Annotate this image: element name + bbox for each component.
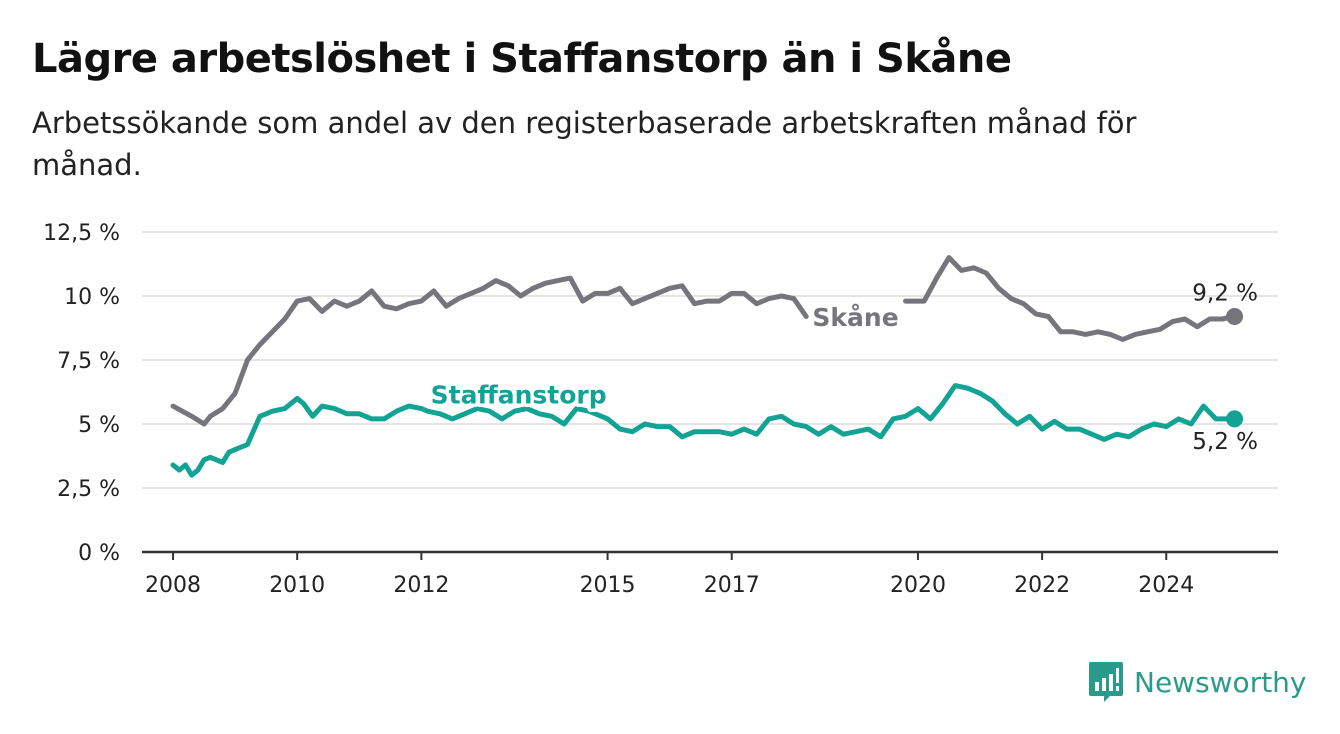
series-line-0: [170, 255, 1237, 427]
y-tick-label: 12,5 %: [43, 221, 120, 246]
series-labels: 9,2 % 5,2 % Skåne Staffanstorp: [427, 280, 1258, 455]
brand-name: Newsworthy: [1134, 665, 1307, 699]
series-name-label: Staffanstorp: [431, 381, 607, 410]
x-axis-ticks: 2008 2010 2012 2015 2017 2020 2022 2024: [145, 552, 1194, 598]
series-end-value: 9,2 %: [1192, 280, 1258, 306]
y-tick-label: 0 %: [78, 541, 120, 566]
series-end-value: 5,2 %: [1192, 429, 1258, 455]
series-name-label: Skåne: [812, 303, 898, 332]
chart-subtitle: Arbetssökande som andel av den registerb…: [32, 106, 1137, 182]
x-tick-label: 2022: [1014, 573, 1070, 598]
x-tick-label: 2010: [269, 573, 325, 598]
series-end-marker: [1226, 410, 1244, 428]
y-tick-label: 2,5 %: [57, 477, 120, 502]
bar-chart-icon: [1089, 662, 1123, 702]
x-tick-label: 2020: [890, 573, 946, 598]
x-tick-label: 2012: [393, 573, 449, 598]
x-tick-label: 2024: [1138, 573, 1194, 598]
y-tick-label: 7,5 %: [57, 349, 120, 374]
chart-title: Lägre arbetslöshet i Staffanstorp än i S…: [32, 36, 1012, 82]
x-tick-label: 2008: [145, 573, 201, 598]
x-tick-label: 2015: [580, 573, 636, 598]
y-axis-ticks: 0 % 2,5 % 5 % 7,5 % 10 % 12,5 %: [43, 221, 120, 566]
y-tick-label: 5 %: [78, 413, 120, 438]
y-tick-label: 10 %: [64, 285, 120, 310]
series-end-marker: [1226, 307, 1244, 325]
x-tick-label: 2017: [704, 573, 760, 598]
series-line-1: [170, 383, 1237, 478]
grid-lines: [142, 231, 1278, 554]
newsworthy-logo: Newsworthy: [1088, 660, 1307, 704]
series-lines: [170, 255, 1244, 478]
